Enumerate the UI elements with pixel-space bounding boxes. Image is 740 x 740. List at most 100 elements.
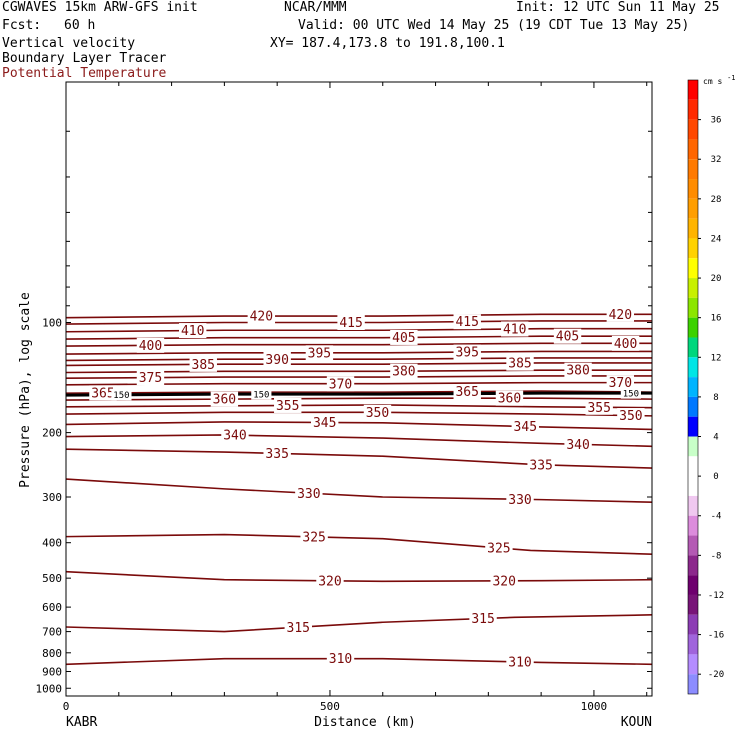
theta-contour-label-420-0: 420 bbox=[250, 310, 273, 325]
theta-contour-330 bbox=[66, 478, 652, 504]
theta-contour-label-420-1: 420 bbox=[609, 308, 632, 323]
colorbar-label-20: 20 bbox=[711, 274, 722, 284]
colorbar-bin--22 bbox=[688, 674, 698, 694]
colorbar-bin-10 bbox=[688, 357, 698, 378]
theta-contour-label-bg-370-1 bbox=[606, 375, 635, 391]
field-potential-temperature: Potential Temperature bbox=[2, 66, 167, 81]
theta-contour-label-360-0: 360 bbox=[213, 393, 236, 408]
theta-contour-415 bbox=[66, 320, 652, 325]
theta-contour-label-bg-370-0 bbox=[326, 376, 355, 392]
theta-contour-310 bbox=[66, 657, 652, 666]
theta-contour-label-380-0: 380 bbox=[392, 365, 415, 380]
theta-contour-label-bg-365-1 bbox=[453, 384, 481, 400]
right-endpoint-label: KOUN bbox=[621, 715, 652, 730]
x-tick-label-0: 0 bbox=[63, 700, 70, 713]
colorbar-bin-14 bbox=[688, 317, 698, 338]
theta-contour-label-bg-405-1 bbox=[553, 328, 582, 344]
forecast-label: Fcst: bbox=[2, 18, 42, 33]
forecast-hour: 60 h bbox=[64, 18, 96, 33]
theta-contour-label-385-1: 385 bbox=[508, 357, 531, 372]
theta-contour-label-bg-315-0 bbox=[284, 619, 312, 635]
colorbar-bin-18 bbox=[688, 278, 698, 298]
y-tick-label-200: 200 bbox=[42, 427, 62, 440]
theta-contour-label-bg-330-0 bbox=[295, 485, 323, 501]
theta-contour-label-bg-400-0 bbox=[136, 337, 165, 353]
y-tick-label-900: 900 bbox=[42, 666, 62, 679]
colorbar-label-12: 12 bbox=[711, 353, 722, 363]
theta-contour-label-370-0: 370 bbox=[329, 377, 352, 392]
theta-contour-label-bg-335-1 bbox=[527, 457, 555, 473]
theta-contour-360 bbox=[66, 397, 652, 401]
colorbar-bin--6 bbox=[688, 515, 698, 536]
cross-section-endpoints: XY= 187.4,173.8 to 191.8,100.1 bbox=[270, 36, 505, 51]
theta-contour-label-395-0: 395 bbox=[308, 346, 331, 361]
colorbar-bin-26 bbox=[688, 198, 698, 219]
theta-contour-340 bbox=[66, 434, 652, 448]
colorbar-label-8: 8 bbox=[713, 393, 718, 403]
x-axis-ticks: 0 500 1000 bbox=[63, 82, 648, 713]
theta-contour-label-405-1: 405 bbox=[556, 330, 579, 345]
theta-contour-label-bg-325-1 bbox=[485, 540, 513, 556]
potential-temperature-labels: 310 310 315 315 320 320 325 325 330 330 335 335 340 3… bbox=[89, 306, 645, 670]
x-tick-label-1000: 1000 bbox=[581, 700, 608, 713]
theta-contour-label-330-1: 330 bbox=[508, 493, 531, 508]
colorbar-label-36: 36 bbox=[711, 116, 722, 126]
y-tick-label-700: 700 bbox=[42, 626, 62, 639]
colorbar-bin--18 bbox=[688, 634, 698, 655]
tracer-contour-label-150-0: 150 bbox=[113, 391, 129, 401]
colorbar-bin-8 bbox=[688, 377, 698, 397]
y-tick-label-500: 500 bbox=[42, 572, 62, 585]
colorbar-unit: cm s -1 bbox=[703, 74, 736, 86]
theta-contour-label-375-0: 375 bbox=[139, 371, 162, 386]
theta-contour-335 bbox=[66, 448, 652, 469]
theta-contour-label-bg-400-1 bbox=[611, 335, 640, 351]
colorbar-label-16: 16 bbox=[711, 314, 722, 324]
colorbar-bin-30 bbox=[688, 159, 698, 180]
theta-contour-label-350-1: 350 bbox=[619, 409, 642, 424]
theta-contour-label-bg-360-1 bbox=[495, 390, 524, 406]
theta-contour-label-bg-360-0 bbox=[210, 391, 239, 407]
theta-contour-label-345-1: 345 bbox=[514, 420, 537, 435]
theta-contour-label-bg-420-1 bbox=[606, 306, 635, 322]
plot-frame bbox=[65, 81, 653, 697]
theta-contour-label-355-1: 355 bbox=[587, 401, 610, 416]
theta-contour-365 bbox=[66, 390, 652, 394]
colorbar-frame bbox=[687, 79, 699, 695]
theta-contour-label-395-1: 395 bbox=[455, 346, 478, 361]
colorbar-bin--8 bbox=[688, 535, 698, 556]
colorbar-label--12: -12 bbox=[708, 591, 724, 601]
y-tick-label-300: 300 bbox=[42, 491, 62, 504]
colorbar-bin-36 bbox=[688, 99, 698, 120]
colorbar-bin-0 bbox=[688, 456, 698, 477]
theta-contour-label-bg-315-1 bbox=[469, 611, 497, 627]
theta-contour-label-320-1: 320 bbox=[492, 574, 515, 589]
tracer-contour-label-bg-150-2 bbox=[620, 387, 641, 399]
theta-contour-label-bg-405-0 bbox=[390, 329, 418, 345]
colorbar-label--4: -4 bbox=[711, 512, 722, 522]
colorbar-label-0: 0 bbox=[713, 472, 718, 482]
theta-contour-label-325-0: 325 bbox=[302, 530, 325, 545]
colorbar-label-4: 4 bbox=[713, 433, 718, 443]
theta-contour-label-bg-330-1 bbox=[506, 491, 534, 507]
colorbar-bin--12 bbox=[688, 575, 698, 595]
theta-contour-390 bbox=[66, 357, 652, 362]
colorbar: 36 32 28 24 20 16 12 8 4 0 -4 -8 -12 -16 -20 bbox=[687, 79, 724, 695]
colorbar-bin-6 bbox=[688, 396, 698, 417]
colorbar-bin--10 bbox=[688, 555, 698, 576]
field-vertical-velocity: Vertical velocity bbox=[2, 36, 136, 51]
theta-contour-label-bg-350-0 bbox=[363, 404, 392, 420]
theta-contour-345 bbox=[66, 421, 652, 431]
theta-contour-label-355-0: 355 bbox=[276, 399, 299, 414]
y-tick-label-100: 100 bbox=[42, 317, 62, 330]
theta-contour-label-bg-340-1 bbox=[564, 436, 592, 452]
theta-contour-label-bg-380-1 bbox=[564, 362, 592, 378]
colorbar-label-32: 32 bbox=[711, 155, 722, 165]
colorbar-label--16: -16 bbox=[708, 631, 724, 641]
theta-contour-label-415-0: 415 bbox=[339, 316, 362, 331]
colorbar-bin-22 bbox=[688, 238, 698, 259]
tracer-contour-label-bg-150-1 bbox=[251, 388, 272, 400]
theta-contour-label-bg-355-0 bbox=[274, 397, 302, 413]
theta-contour-label-365-0: 365 bbox=[91, 386, 114, 401]
theta-contour-label-bg-355-1 bbox=[585, 399, 613, 415]
